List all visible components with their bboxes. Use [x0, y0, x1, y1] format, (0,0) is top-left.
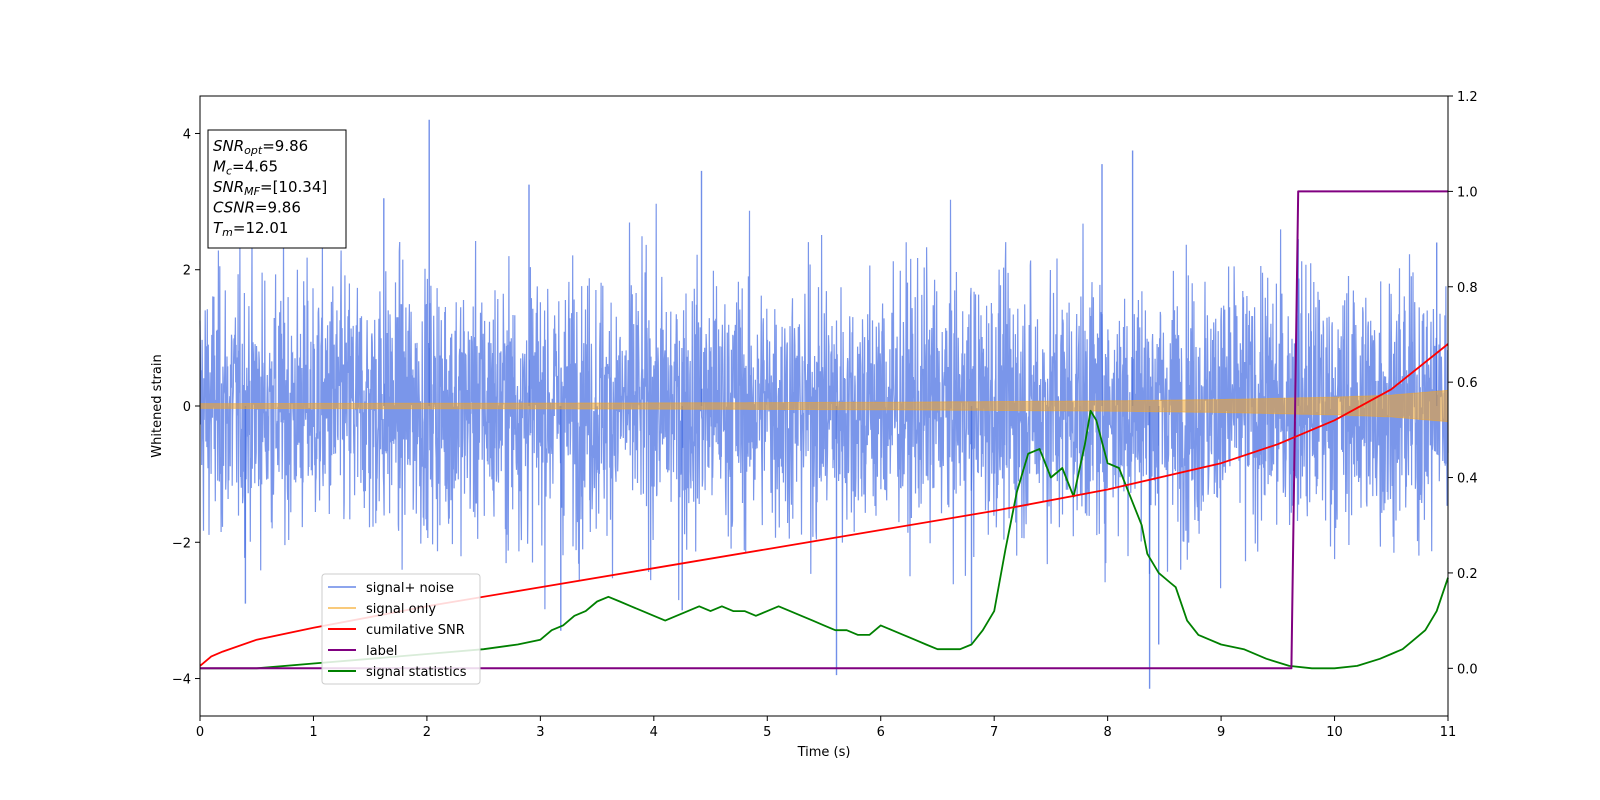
- x-tick-label: 9: [1217, 725, 1225, 740]
- y-axis-left: −4 −2 0 2 4: [172, 127, 200, 688]
- x-tick-label: 1: [309, 725, 317, 740]
- y-right-tick-label: 0.0: [1457, 662, 1478, 677]
- legend-frame: [321, 573, 481, 685]
- plot-content: [199, 119, 1449, 689]
- x-tick-label: 0: [196, 725, 204, 740]
- y-left-tick-label: 2: [183, 264, 191, 279]
- legend-label: signal only: [366, 602, 436, 617]
- x-tick-label: 7: [990, 725, 998, 740]
- stats-annotation-line: Tm=12.01: [213, 219, 288, 239]
- stats-annotation-line: SNRMF=[10.34]: [213, 178, 327, 198]
- x-tick-label: 10: [1326, 725, 1343, 740]
- y-right-tick-label: 0.8: [1457, 281, 1478, 296]
- y-right-tick-label: 0.2: [1457, 567, 1478, 582]
- y-axis-label: Whitened strain: [150, 354, 165, 457]
- signal-statistics-line: [200, 409, 1449, 670]
- stats-annotation-line: SNRopt=9.86: [213, 137, 308, 157]
- legend-label: cumilative SNR: [366, 623, 465, 638]
- x-axis-label: Time (s): [797, 745, 851, 760]
- x-axis: 0 1 2 3 4 5 6 7 8 9 10 11: [196, 716, 1456, 740]
- x-tick-label: 6: [877, 725, 885, 740]
- x-tick-label: 8: [1103, 725, 1111, 740]
- label-line: [200, 190, 1448, 670]
- y-left-tick-label: −2: [172, 536, 191, 551]
- x-tick-label: 11: [1440, 725, 1457, 740]
- signal-noise-line: [199, 199, 1449, 610]
- x-tick-label: 5: [763, 725, 771, 740]
- stats-annotation-frame: [207, 129, 347, 249]
- legend-label: signal statistics: [366, 665, 467, 680]
- y-axis-right: 0.0 0.2 0.4 0.6 0.8 1.0 1.2: [1448, 90, 1478, 677]
- x-tick-label: 3: [536, 725, 544, 740]
- y-right-tick-label: 0.4: [1457, 472, 1478, 487]
- legend: signal+ noise signal only cumilative SNR la…: [321, 573, 481, 685]
- stats-annotation-box: SNRopt=9.86Mc=4.65SNRMF=[10.34]CSNR=9.86…: [207, 129, 347, 249]
- x-tick-label: 4: [650, 725, 658, 740]
- y-left-tick-label: −4: [172, 673, 191, 688]
- y-left-tick-label: 4: [183, 127, 191, 142]
- legend-label: signal+ noise: [366, 581, 454, 596]
- stats-annotation-line: Mc=4.65: [213, 158, 278, 178]
- cumilative-snr-line: [199, 343, 1449, 667]
- stats-annotation-line: CSNR=9.86: [213, 199, 301, 217]
- y-left-tick-label: 0: [183, 400, 191, 415]
- legend-label: label: [366, 644, 397, 659]
- y-right-tick-label: 1.2: [1457, 90, 1478, 105]
- y-right-tick-label: 1.0: [1457, 185, 1478, 200]
- y-right-tick-label: 0.6: [1457, 376, 1478, 391]
- x-tick-label: 2: [423, 725, 431, 740]
